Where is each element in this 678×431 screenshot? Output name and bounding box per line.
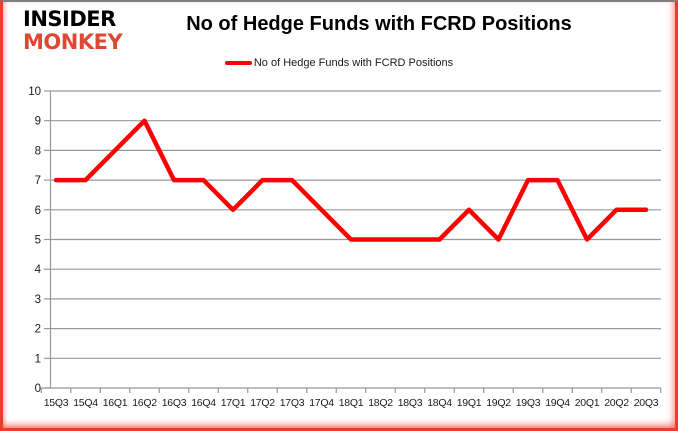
- svg-text:20Q2: 20Q2: [604, 397, 629, 409]
- svg-text:0: 0: [35, 383, 41, 395]
- svg-text:3: 3: [35, 294, 41, 306]
- svg-text:4: 4: [35, 264, 42, 276]
- svg-text:6: 6: [35, 205, 41, 217]
- svg-text:16Q1: 16Q1: [103, 397, 128, 409]
- svg-text:18Q1: 18Q1: [339, 397, 364, 409]
- svg-text:17Q2: 17Q2: [250, 397, 275, 409]
- svg-text:19Q2: 19Q2: [486, 397, 511, 409]
- svg-text:16Q2: 16Q2: [132, 397, 157, 409]
- svg-text:20Q1: 20Q1: [575, 397, 600, 409]
- svg-text:8: 8: [35, 145, 41, 157]
- logo-text-insider: INSIDER: [23, 7, 116, 31]
- svg-text:17Q1: 17Q1: [221, 397, 246, 409]
- svg-text:19Q4: 19Q4: [545, 397, 570, 409]
- svg-text:15Q3: 15Q3: [44, 397, 69, 409]
- svg-text:5: 5: [35, 235, 41, 247]
- svg-text:2: 2: [35, 324, 41, 336]
- svg-text:7: 7: [35, 175, 41, 187]
- insider-monkey-logo: INSIDER MONKEY: [23, 7, 123, 54]
- chart-legend: No of Hedge Funds with FCRD Positions: [3, 57, 675, 69]
- legend-line-swatch: [224, 61, 252, 65]
- svg-text:16Q3: 16Q3: [162, 397, 187, 409]
- svg-text:15Q4: 15Q4: [73, 397, 98, 409]
- legend-label: No of Hedge Funds with FCRD Positions: [253, 57, 454, 69]
- svg-text:9: 9: [35, 116, 41, 128]
- svg-text:18Q3: 18Q3: [398, 397, 423, 409]
- svg-text:17Q4: 17Q4: [309, 397, 334, 409]
- svg-text:18Q4: 18Q4: [427, 397, 452, 409]
- svg-text:1: 1: [35, 353, 41, 365]
- svg-text:19Q3: 19Q3: [516, 397, 541, 409]
- svg-text:17Q3: 17Q3: [280, 397, 305, 409]
- svg-text:19Q1: 19Q1: [457, 397, 482, 409]
- chart-title: No of Hedge Funds with FCRD Positions: [186, 13, 572, 35]
- line-chart: 0 1 2 3 4 5 6 7 8 9 10 15Q3 15Q4 16Q1 16Q2 16Q3 16Q4 17Q1…: [28, 86, 662, 409]
- logo-text-monkey: MONKEY: [23, 30, 123, 54]
- svg-text:18Q2: 18Q2: [368, 397, 393, 409]
- svg-text:16Q4: 16Q4: [191, 397, 216, 409]
- svg-text:10: 10: [28, 86, 41, 98]
- svg-text:20Q3: 20Q3: [634, 397, 659, 409]
